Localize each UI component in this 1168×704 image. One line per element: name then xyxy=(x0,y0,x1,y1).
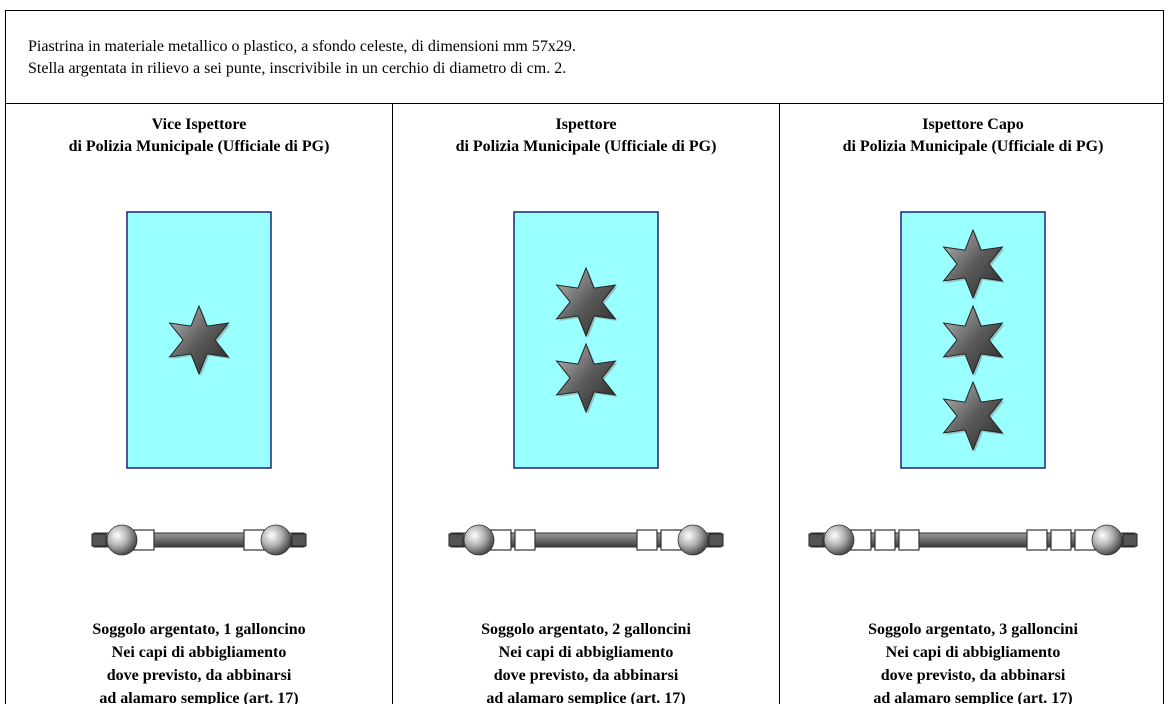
rank-caption: Soggolo argentato, 2 galloncini Nei capi … xyxy=(393,618,779,704)
galloncino xyxy=(636,529,658,551)
rank-column: Vice Ispettore di Polizia Municipale (Uff… xyxy=(6,104,392,704)
galloncino xyxy=(1050,529,1072,551)
sphere xyxy=(677,524,709,556)
intro-line: Piastrina in materiale metallico o plast… xyxy=(28,38,576,55)
caption-line: Nei capi di abbigliamento xyxy=(111,644,287,661)
sphere xyxy=(1091,524,1123,556)
caption-line: Soggolo argentato, 2 galloncini xyxy=(481,621,691,638)
caption-line: ad alamaro semplice (art. 17) xyxy=(99,690,299,704)
caption-line: ad alamaro semplice (art. 17) xyxy=(486,690,686,704)
rank-title: Ispettore di Polizia Municipale (Ufficial… xyxy=(393,114,779,158)
insignia xyxy=(448,211,724,556)
galloncino xyxy=(514,529,536,551)
rank-title: Ispettore Capo di Polizia Municipale (Uff… xyxy=(780,114,1166,158)
title-line: Ispettore xyxy=(555,116,617,133)
galloncino xyxy=(874,529,896,551)
rank-column: Ispettore Capo di Polizia Municipale (Uff… xyxy=(780,104,1166,704)
title-line: Ispettore Capo xyxy=(922,116,1024,133)
caption-line: dove previsto, da abbinarsi xyxy=(880,667,1066,684)
caption-line: Soggolo argentato, 3 galloncini xyxy=(868,621,1078,638)
strap-end xyxy=(708,533,724,547)
rank-caption: Soggolo argentato, 1 galloncino Nei capi … xyxy=(6,618,392,704)
rank-column: Ispettore di Polizia Municipale (Ufficial… xyxy=(393,104,779,704)
sphere xyxy=(106,524,138,556)
strap-end xyxy=(1122,533,1138,547)
title-line: Vice Ispettore xyxy=(151,116,247,133)
strap-end xyxy=(91,533,107,547)
title-line: di Polizia Municipale (Ufficiale di PG) xyxy=(455,138,717,155)
strap-end xyxy=(291,533,307,547)
star xyxy=(942,380,1004,452)
star xyxy=(942,304,1004,376)
caption-line: Nei capi di abbigliamento xyxy=(498,644,674,661)
title-line: di Polizia Municipale (Ufficiale di PG) xyxy=(842,138,1104,155)
rank-caption: Soggolo argentato, 3 galloncini Nei capi … xyxy=(780,618,1166,704)
column-divider xyxy=(392,103,393,704)
sphere xyxy=(463,524,495,556)
star xyxy=(168,304,230,376)
column-divider xyxy=(779,103,780,704)
intro: Piastrina in materiale metallico o plast… xyxy=(28,36,576,80)
title-line: di Polizia Municipale (Ufficiale di PG) xyxy=(68,138,330,155)
caption-line: dove previsto, da abbinarsi xyxy=(106,667,292,684)
outer-frame xyxy=(5,10,1164,704)
star xyxy=(555,342,617,414)
insignia xyxy=(91,211,307,556)
strap-end xyxy=(448,533,464,547)
galloncino xyxy=(1026,529,1048,551)
sphere xyxy=(260,524,292,556)
caption-line: dove previsto, da abbinarsi xyxy=(493,667,679,684)
caption-line: Soggolo argentato, 1 galloncino xyxy=(92,621,306,638)
star xyxy=(942,228,1004,300)
insignia xyxy=(808,211,1138,556)
row-divider xyxy=(5,103,1164,104)
caption-line: ad alamaro semplice (art. 17) xyxy=(873,690,1073,704)
intro-line: Stella argentata in rilievo a sei punte,… xyxy=(28,60,567,77)
galloncino xyxy=(898,529,920,551)
caption-line: Nei capi di abbigliamento xyxy=(885,644,1061,661)
rank-title: Vice Ispettore di Polizia Municipale (Uff… xyxy=(6,114,392,158)
sphere xyxy=(823,524,855,556)
star xyxy=(555,266,617,338)
plaque xyxy=(513,211,659,469)
strap-end xyxy=(808,533,824,547)
